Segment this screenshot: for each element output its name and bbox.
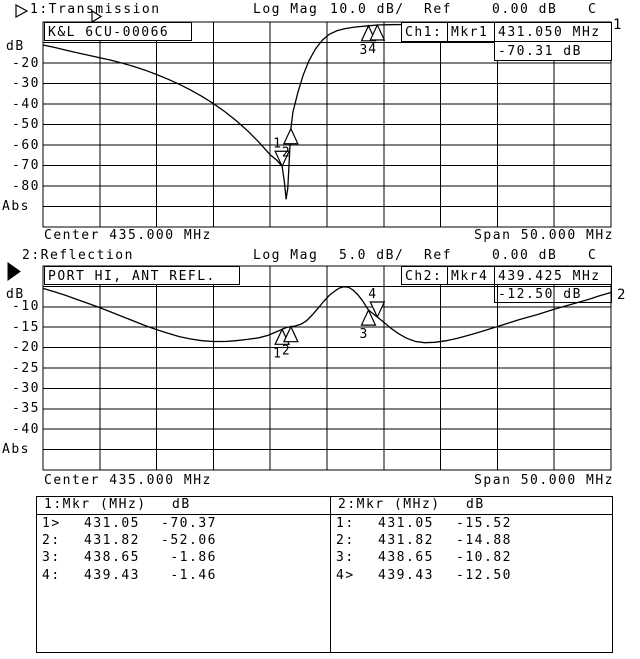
marker-table-2-header: 2:Mkr (MHz) <box>338 497 441 512</box>
ch2-y-tick: -40 <box>12 421 40 437</box>
marker-row-db: -52.06 <box>161 533 217 549</box>
marker-row-number: 2: <box>336 533 355 549</box>
ch2-trace-number: 2 <box>617 287 626 303</box>
ch2-mode: Log Mag <box>253 248 319 263</box>
ch2-marker-2-triangle-icon <box>282 325 299 343</box>
marker-row-number: 1: <box>336 516 355 531</box>
marker-row-number: 3: <box>42 550 61 566</box>
marker-row-number: 3: <box>336 550 355 566</box>
marker-row-frequency: 431.82 <box>378 533 434 549</box>
ch2-ref-value: 0.00 dB <box>492 248 558 263</box>
ch1-y-tick: -30 <box>12 76 40 91</box>
marker-table-header-rule <box>36 514 613 515</box>
ch1-ref-label: Ref <box>424 2 452 17</box>
ch2-readout-marker: Mkr4 <box>447 266 495 285</box>
marker-table-2-unit: dB <box>466 497 485 512</box>
marker-row-number: 1> <box>42 516 61 531</box>
ch2-marker-4-label: 4 <box>368 287 376 302</box>
ch1-title-triangle-icon <box>15 3 29 19</box>
ch2-readout-channel: Ch2: <box>401 266 448 285</box>
ch1-marker-2-triangle-icon <box>282 127 299 145</box>
marker-row-frequency: 431.82 <box>84 533 140 549</box>
marker-row-db: -15.52 <box>456 516 512 531</box>
ch1-mode: Log Mag <box>253 2 319 17</box>
ch1-marker-4-label: 4 <box>368 42 376 57</box>
marker-row-db: -12.50 <box>456 567 512 583</box>
marker-table-frame <box>36 496 613 653</box>
marker-table-1-unit: dB <box>172 497 191 512</box>
ch1-marker-1-triangle-icon <box>274 150 291 168</box>
marker-row-db: -1.86 <box>170 550 217 566</box>
ch2-trace <box>42 286 612 344</box>
ch1-marker-4-triangle-icon <box>369 23 386 41</box>
ch1-y-tick: -20 <box>12 55 40 71</box>
ch1-y-tick: -70 <box>12 158 40 173</box>
ch2-title: 2:Reflection <box>22 248 134 263</box>
ch1-readout-marker: Mkr1 <box>447 22 495 42</box>
ch1-device-label: K&L 6CU-00066 <box>44 22 192 41</box>
marker-row-db: -1.46 <box>170 567 217 583</box>
ch1-ref-value: 0.00 dB <box>492 2 558 17</box>
ch2-axis-abs: Abs <box>2 442 30 457</box>
marker-row-frequency: 439.43 <box>84 567 140 583</box>
ch2-readout-frequency: 439.425 MHz <box>494 266 612 285</box>
ch1-center-frequency: Center 435.000 MHz <box>44 228 212 243</box>
ch1-readout-frequency: 431.050 MHz <box>494 22 612 42</box>
ch1-readout-channel: Ch1: <box>401 22 448 42</box>
ch1-trace-number: 1 <box>613 17 622 33</box>
ch2-center-frequency: Center 435.000 MHz <box>44 473 212 488</box>
marker-row-db: -70.37 <box>161 516 217 531</box>
marker-row-number: 4> <box>336 567 355 583</box>
ch2-marker-2-label: 2 <box>282 344 290 359</box>
ch2-ref-triangle-icon <box>7 262 21 281</box>
marker-row-frequency: 431.05 <box>84 516 140 531</box>
ch1-title: 1:Transmission <box>30 2 161 17</box>
ch2-span: Span 50.000 MHz <box>474 473 614 488</box>
ch1-y-tick: -50 <box>12 117 40 132</box>
ch1-y-tick: -60 <box>12 137 40 153</box>
ch2-marker-1-label: 1 <box>273 346 281 361</box>
ch2-marker-3-label: 3 <box>360 327 368 342</box>
ch2-marker-3-triangle-icon <box>360 308 377 326</box>
ch2-readout-value: -12.50 dB <box>494 284 612 303</box>
ch1-marker-3-label: 3 <box>360 43 368 58</box>
ch2-cal-flag: C <box>588 248 598 263</box>
ch2-y-tick: -35 <box>12 401 40 417</box>
marker-row-frequency: 438.65 <box>84 550 140 566</box>
ch1-cal-flag: C <box>588 2 598 17</box>
ch1-marker-1-label: 1 <box>273 136 281 151</box>
marker-row-number: 2: <box>42 533 61 549</box>
ch1-axis-unit: dB <box>6 39 25 54</box>
ch1-ref-triangle-icon <box>91 9 103 24</box>
ch2-y-tick: -30 <box>12 380 40 396</box>
ch1-marker-2-label: 2 <box>282 146 290 161</box>
ch2-marker-4-triangle-icon <box>369 301 386 319</box>
ch1-scale: 10.0 dB/ <box>330 2 405 17</box>
ch1-axis-abs: Abs <box>2 199 30 214</box>
ch2-y-tick: -20 <box>12 340 40 356</box>
ch2-device-label: PORT HI, ANT REFL. <box>44 266 240 285</box>
ch1-y-tick: -40 <box>12 96 40 112</box>
ch2-y-tick: -10 <box>12 299 40 315</box>
ch1-trace <box>42 22 612 200</box>
marker-row-frequency: 439.43 <box>378 567 434 583</box>
marker-row-frequency: 438.65 <box>378 550 434 566</box>
marker-row-frequency: 431.05 <box>378 516 434 531</box>
ch2-y-tick: -25 <box>12 360 40 376</box>
marker-table-divider <box>330 496 331 653</box>
marker-table-1-header: 1:Mkr (MHz) <box>44 497 147 512</box>
ch1-readout-value: -70.31 dB <box>494 41 612 61</box>
marker-row-db: -10.82 <box>456 550 512 566</box>
marker-row-db: -14.88 <box>456 533 512 549</box>
ch2-ref-label: Ref <box>424 248 452 263</box>
ch2-axis-unit: dB <box>6 287 25 302</box>
marker-row-number: 4: <box>42 567 61 583</box>
ch1-span: Span 50.000 MHz <box>474 228 614 243</box>
ch2-scale: 5.0 dB/ <box>339 248 405 263</box>
ch1-y-tick: -80 <box>12 178 40 194</box>
ch2-y-tick: -15 <box>12 319 40 335</box>
